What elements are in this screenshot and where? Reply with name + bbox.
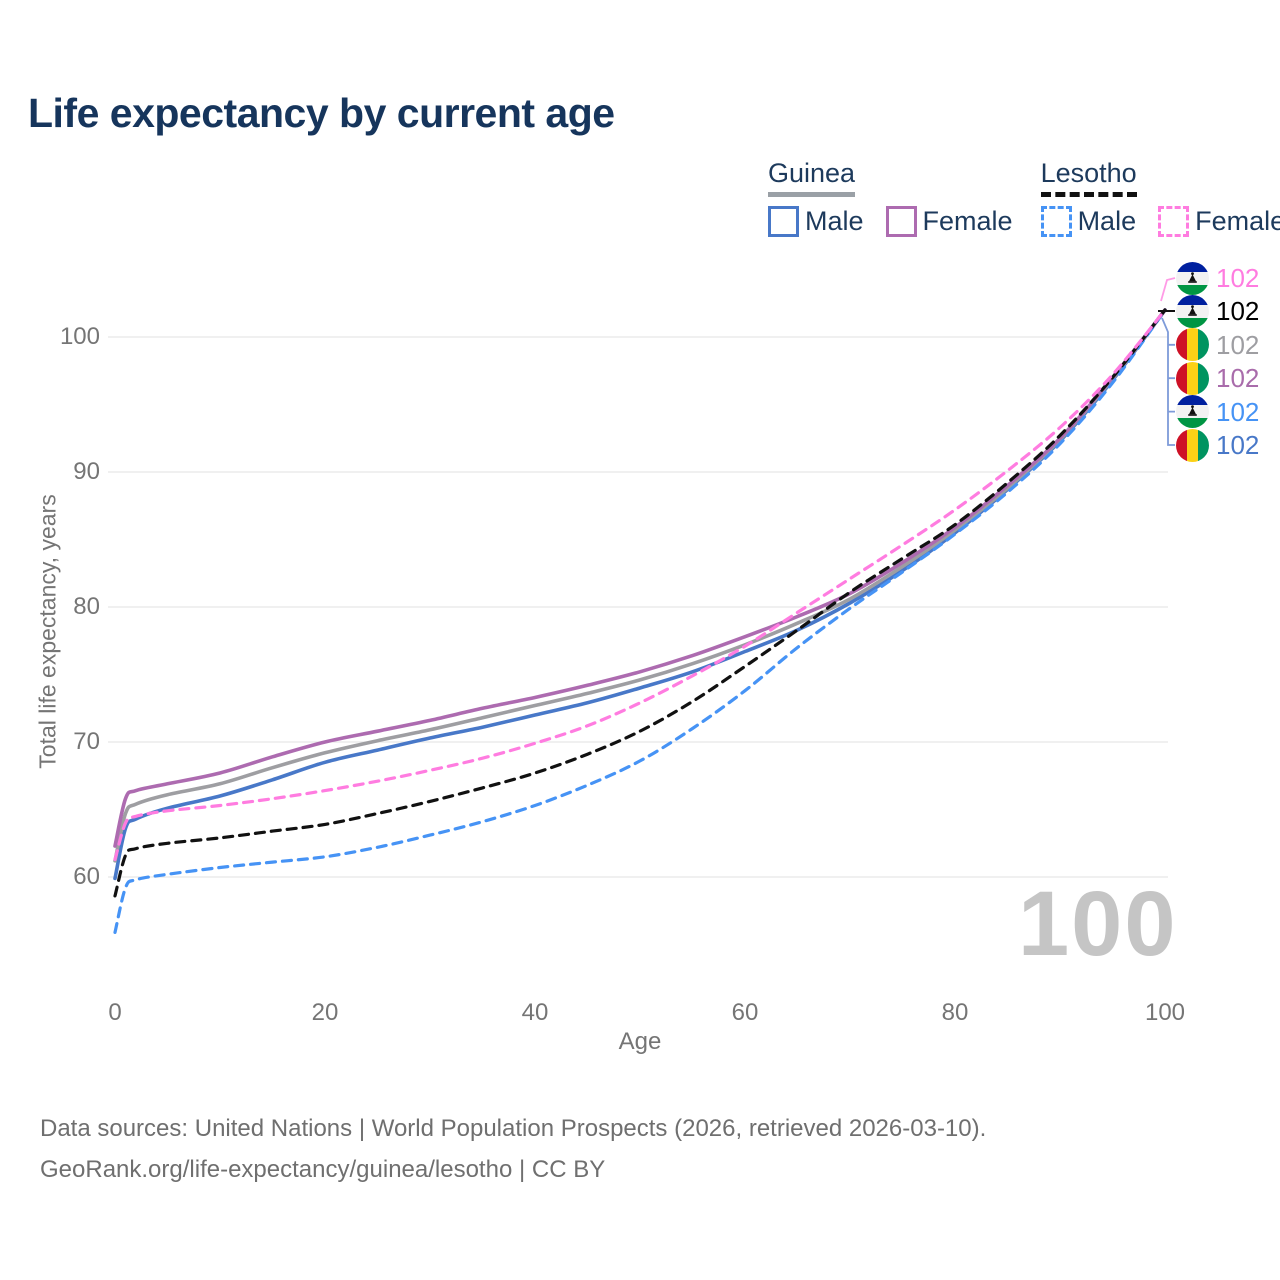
- y-tick-label: 100: [59, 323, 100, 350]
- legend-group-lesotho: Lesotho Male Female: [1040, 158, 1280, 237]
- line-lesotho-male: [113, 308, 1167, 934]
- x-tick-label: 80: [941, 999, 969, 1026]
- leader-line-pink: [1160, 277, 1176, 302]
- line-guinea-total: [113, 308, 1167, 863]
- end-label-row-guinea-female: 102: [1176, 361, 1259, 395]
- legend-item-guinea-female[interactable]: Female: [885, 206, 1013, 237]
- x-axis-title: Age: [618, 1028, 662, 1055]
- legend-country-lesotho: Lesotho: [1040, 158, 1137, 197]
- legend-item-label: Female: [922, 206, 1013, 236]
- guinea-flag-icon: [1176, 361, 1209, 395]
- end-label-value: 102: [1216, 430, 1260, 460]
- legend-item-lesotho-female[interactable]: Female: [1158, 206, 1280, 237]
- end-label-value: 102: [1216, 329, 1260, 360]
- page-title: Life expectancy by current age: [28, 90, 615, 136]
- line-guinea-male: [113, 308, 1167, 881]
- lesotho-flag-icon: [1176, 395, 1209, 429]
- end-label-row-lesotho-total: 102: [1176, 294, 1259, 328]
- line-lesotho-female: [113, 308, 1167, 862]
- legend-item-label: Male: [805, 206, 864, 236]
- guinea-flag-icon: [1176, 328, 1209, 362]
- footer: Data sources: United Nations | World Pop…: [40, 1108, 986, 1190]
- end-label-value: 102: [1216, 396, 1260, 427]
- y-tick-label: 70: [73, 728, 100, 755]
- lesotho-flag-icon: [1176, 294, 1209, 328]
- legend-country-guinea: Guinea: [768, 158, 856, 197]
- line-lesotho-total: [113, 308, 1167, 898]
- end-label-row-guinea-total: 102: [1176, 328, 1259, 362]
- x-tick-label: 40: [521, 999, 549, 1026]
- legend-items-guinea: Male Female: [768, 206, 1013, 237]
- legend-item-lesotho-male[interactable]: Male: [1040, 206, 1137, 237]
- legend-swatch: [1158, 206, 1190, 237]
- x-tick-label: 60: [731, 999, 759, 1026]
- y-tick-label: 80: [73, 593, 100, 620]
- legend-item-label: Male: [1077, 206, 1137, 236]
- end-label-row-guinea-male: 102: [1176, 428, 1259, 462]
- footer-attribution: GeoRank.org/life-expectancy/guinea/lesot…: [40, 1156, 606, 1183]
- leader-line-blue-bracket: [1161, 317, 1175, 446]
- legend: Guinea Male Female Lesotho Male Female: [768, 158, 1280, 237]
- y-tick-label: 90: [73, 458, 100, 485]
- end-label-value: 102: [1216, 296, 1260, 327]
- legend-swatch: [1040, 206, 1072, 237]
- end-label-row-lesotho-male: 102: [1176, 395, 1259, 429]
- line-guinea-female: [113, 308, 1167, 848]
- guinea-flag-icon: [1176, 428, 1209, 462]
- legend-swatch: [885, 206, 917, 237]
- x-tick-label: 100: [1144, 999, 1186, 1026]
- y-axis-title: Total life expectancy, years: [34, 494, 61, 769]
- legend-swatch: [768, 206, 799, 237]
- legend-group-guinea: Guinea Male Female: [768, 158, 1013, 237]
- x-tick-label: 20: [311, 999, 339, 1026]
- lesotho-flag-icon: [1176, 261, 1209, 295]
- legend-items-lesotho: Male Female: [1040, 206, 1280, 237]
- end-label-row-lesotho-female: 102: [1176, 261, 1259, 295]
- x-tick-label: 0: [108, 999, 122, 1026]
- end-label-value: 102: [1216, 363, 1260, 394]
- legend-item-label: Female: [1195, 206, 1280, 236]
- footer-data-sources: Data sources: United Nations | World Pop…: [40, 1115, 987, 1142]
- legend-item-guinea-male[interactable]: Male: [768, 206, 864, 237]
- y-tick-label: 60: [73, 863, 100, 890]
- end-label-value: 102: [1216, 263, 1260, 293]
- watermark-age-max: 100: [1018, 873, 1178, 975]
